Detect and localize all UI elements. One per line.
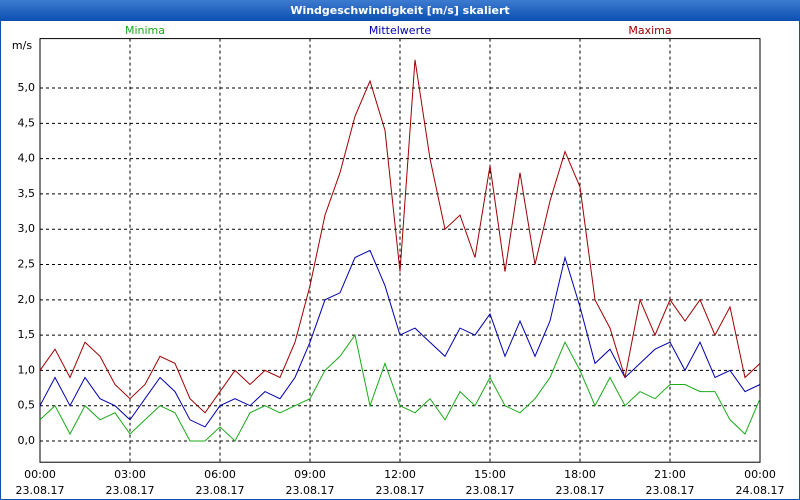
x-tick-date: 24.08.17 [736, 484, 785, 497]
y-tick-label: 2,5 [18, 258, 36, 271]
x-tick-date: 23.08.17 [196, 484, 245, 497]
x-tick-date: 23.08.17 [286, 484, 335, 497]
y-tick-label: 3,0 [18, 222, 36, 235]
y-tick-label: 1,0 [18, 363, 36, 376]
x-tick-label: 15:00 [474, 468, 506, 481]
legend-entry: Maxima [628, 24, 671, 37]
x-tick-label: 00:00 [744, 468, 776, 481]
y-axis-label: m/s [12, 39, 32, 52]
y-tick-label: 1,5 [18, 328, 36, 341]
y-tick-label: 4,0 [18, 152, 36, 165]
x-tick-label: 21:00 [654, 468, 686, 481]
x-tick-date: 23.08.17 [106, 484, 155, 497]
x-tick-date: 23.08.17 [376, 484, 425, 497]
series-line [39, 59, 761, 414]
x-tick-date: 23.08.17 [466, 484, 515, 497]
x-tick-date: 23.08.17 [556, 484, 605, 497]
series-line [39, 333, 761, 442]
y-tick-label: 0,5 [18, 399, 36, 412]
title-bar [0, 0, 800, 21]
y-tick-label: 0,0 [18, 434, 36, 447]
x-tick-label: 00:00 [24, 468, 56, 481]
y-tick-label: 4,5 [18, 116, 36, 129]
x-tick-label: 18:00 [564, 468, 596, 481]
y-tick-label: 3,5 [18, 187, 36, 200]
x-tick-label: 09:00 [294, 468, 326, 481]
x-tick-date: 23.08.17 [646, 484, 695, 497]
legend-entry: Minima [125, 24, 165, 37]
y-tick-label: 5,0 [18, 81, 36, 94]
series-line [39, 249, 761, 428]
chart-title: Windgeschwindigkeit [m/s] skaliert [290, 4, 509, 17]
x-tick-label: 12:00 [384, 468, 416, 481]
x-tick-label: 06:00 [204, 468, 236, 481]
y-tick-label: 2,0 [18, 293, 36, 306]
x-tick-date: 23.08.17 [16, 484, 65, 497]
legend-entry: Mittelwerte [369, 24, 432, 37]
x-tick-label: 03:00 [114, 468, 146, 481]
